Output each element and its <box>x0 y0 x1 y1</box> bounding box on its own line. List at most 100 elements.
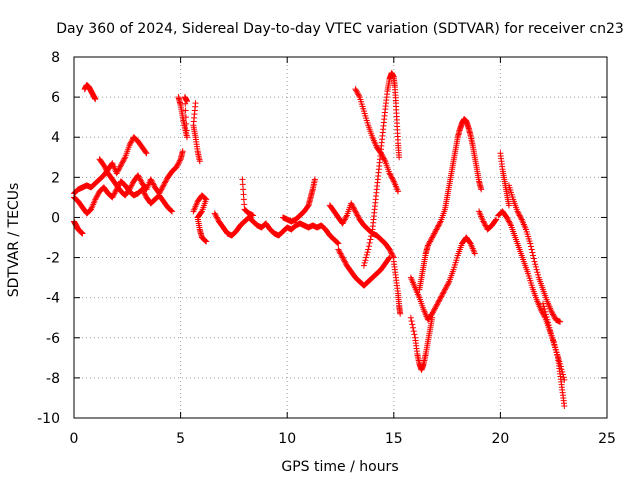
data-point <box>443 283 450 290</box>
data-point <box>430 308 437 315</box>
data-point <box>353 209 360 216</box>
data-point <box>561 376 568 383</box>
series-s2 <box>71 218 86 237</box>
data-point <box>352 86 359 93</box>
series-s11 <box>279 176 318 225</box>
data-point <box>94 192 101 199</box>
series-s10 <box>239 176 257 219</box>
data-point <box>334 239 341 246</box>
series-s23 <box>505 182 564 325</box>
data-point <box>505 202 512 209</box>
data-point <box>340 219 347 226</box>
data-point <box>532 261 539 268</box>
data-point <box>343 213 350 220</box>
data-point <box>507 221 514 228</box>
y-tick-label: -2 <box>46 251 60 267</box>
data-point <box>339 254 346 261</box>
x-tick-label: 0 <box>70 431 79 447</box>
data-point <box>560 374 567 381</box>
data-point <box>527 243 534 250</box>
data-point <box>389 251 396 258</box>
series-s9 <box>211 210 342 247</box>
data-point <box>537 306 544 313</box>
data-point <box>503 214 510 221</box>
data-point <box>397 310 404 317</box>
data-point <box>551 314 558 321</box>
data-point <box>426 239 433 246</box>
data-point <box>428 235 435 242</box>
data-point <box>431 230 438 237</box>
data-point <box>408 318 415 325</box>
series-s7 <box>190 100 203 165</box>
data-point <box>95 191 102 198</box>
y-tick-label: 0 <box>51 210 60 226</box>
data-point <box>360 262 367 269</box>
data-point <box>539 309 546 316</box>
data-point <box>427 238 434 245</box>
data-point <box>240 191 247 198</box>
data-point <box>176 158 183 165</box>
data-point <box>127 183 134 190</box>
data-point <box>156 190 163 197</box>
data-point <box>515 209 522 216</box>
data-point <box>409 324 416 331</box>
data-point <box>311 176 318 183</box>
data-point <box>338 251 345 258</box>
data-point <box>386 170 393 177</box>
data-point <box>93 193 100 200</box>
data-point <box>203 238 210 245</box>
data-point <box>435 222 442 229</box>
x-tick-label: 5 <box>176 431 185 447</box>
data-point <box>182 107 189 114</box>
data-point <box>432 304 439 311</box>
series-s18 <box>416 116 485 293</box>
data-point <box>201 237 208 244</box>
data-point <box>367 236 374 243</box>
y-tick-label: -4 <box>46 291 60 307</box>
data-point <box>387 247 394 254</box>
series-s19 <box>407 234 478 323</box>
data-point <box>114 168 121 175</box>
data-point <box>493 216 500 223</box>
data-point <box>341 216 348 223</box>
data-point <box>128 138 135 145</box>
data-point <box>436 296 443 303</box>
data-point <box>431 306 438 313</box>
data-point <box>211 210 218 217</box>
x-axis-label: GPS time / hours <box>281 459 398 475</box>
data-point <box>92 196 99 203</box>
data-point <box>102 164 109 171</box>
y-tick-label: -8 <box>46 371 60 387</box>
data-point <box>407 314 414 321</box>
data-point <box>93 195 100 202</box>
data-point <box>531 258 538 265</box>
data-point <box>439 291 446 298</box>
data-point <box>482 222 489 229</box>
data-point <box>444 282 451 289</box>
data-point <box>118 160 125 167</box>
data-point <box>158 186 165 193</box>
data-point <box>354 212 361 219</box>
data-point <box>365 246 372 253</box>
axis-ticks <box>73 56 608 419</box>
data-point <box>239 176 246 183</box>
data-point <box>183 98 190 105</box>
data-point <box>528 246 535 253</box>
data-point <box>148 177 155 184</box>
data-point <box>179 148 186 155</box>
data-point <box>481 221 488 228</box>
data-point <box>348 200 355 207</box>
plot-frame <box>73 56 608 419</box>
data-point <box>466 239 473 246</box>
data-point <box>432 305 439 312</box>
data-point <box>120 156 127 163</box>
series-s13 <box>335 246 393 289</box>
data-point <box>351 205 358 212</box>
data-point <box>362 257 369 264</box>
data-point <box>339 220 346 227</box>
data-point <box>386 246 393 253</box>
data-point <box>137 177 144 184</box>
data-point <box>336 249 343 256</box>
data-point <box>161 179 168 186</box>
data-point <box>113 170 120 177</box>
